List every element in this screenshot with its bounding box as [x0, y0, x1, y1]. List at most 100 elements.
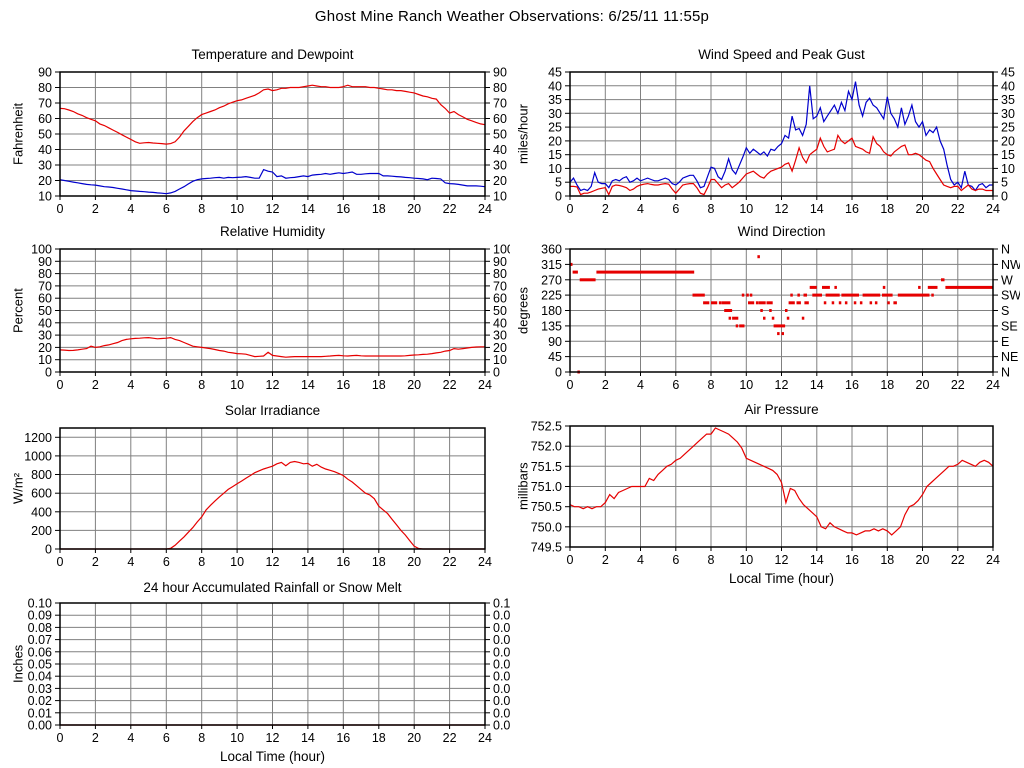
x-tick-label: 4	[637, 202, 644, 216]
x-tick-label: 22	[443, 202, 457, 216]
y-tick-label: 20	[38, 341, 52, 355]
wind-direction-mark	[838, 301, 842, 305]
x-tick-label: 8	[708, 378, 715, 392]
wind-direction-mark	[945, 285, 993, 289]
series	[59, 336, 485, 358]
x-tick-label: 10	[230, 378, 244, 392]
x-tick-label: 16	[336, 555, 350, 569]
wind-direction-mark	[739, 324, 745, 328]
x-tick-label: 20	[407, 731, 421, 745]
wind-direction-mark	[741, 293, 745, 297]
y-axis-label: Fahrenheit	[10, 102, 26, 166]
y-tick-label: 270	[541, 273, 562, 287]
compass-label: SW	[1001, 289, 1020, 303]
chart-title: Relative Humidity	[219, 224, 326, 239]
y-tick-label: 10	[548, 162, 562, 176]
y-tick-label: 752.5	[531, 420, 562, 434]
x-tick-label: 6	[672, 202, 679, 216]
y-tick-label: 60	[38, 112, 52, 126]
y-tick-label: 800	[31, 468, 52, 482]
wind-direction-mark	[918, 285, 921, 289]
wind-direction-mark	[812, 293, 822, 297]
y-tick-label-right: 20	[493, 174, 507, 188]
x-tick-label: 4	[127, 555, 134, 569]
y-tick-label-right: 10	[1001, 162, 1015, 176]
wind-direction-mark	[728, 316, 732, 320]
x-tick-label: 22	[951, 378, 965, 392]
y-tick-label: 0	[555, 190, 562, 204]
axes: 0.000.000.010.010.020.020.030.030.040.04…	[28, 597, 510, 746]
y-tick-label-right: 50	[493, 304, 507, 318]
wind-direction-mark	[796, 301, 801, 305]
wind-direction-mark	[788, 301, 795, 305]
x-tick-label: 18	[372, 731, 386, 745]
wind-direction-chart: 0 45 90 135 180 225 270 315 360 N NW W SW S SE E NE N 0 2 4 6…	[513, 222, 1021, 400]
y-tick-label: 0.10	[28, 597, 52, 611]
y-tick-label-right: 40	[1001, 79, 1015, 93]
wind-direction-mark	[931, 293, 934, 297]
y-tick-label: 70	[38, 279, 52, 293]
x-tick-label: 4	[127, 202, 134, 216]
y-tick-label-right: 60	[493, 112, 507, 126]
x-tick-label: 24	[986, 202, 1000, 216]
wind-direction-mark	[874, 301, 878, 305]
x-tick-label: 20	[407, 378, 421, 392]
wind-direction-mark	[570, 262, 573, 266]
wind-direction-mark	[882, 293, 893, 297]
y-tick-label-right: 15	[1001, 148, 1015, 162]
compass-label: SE	[1001, 319, 1018, 333]
y-tick-label-right: 50	[493, 128, 507, 142]
y-tick-label-right: 0	[493, 366, 500, 380]
x-tick-label: 20	[916, 202, 930, 216]
wind-direction-mark	[771, 316, 775, 320]
wind-direction-mark	[746, 293, 749, 297]
compass-label: W	[1001, 273, 1013, 287]
wind-direction-mark	[781, 332, 784, 336]
x-tick-label: 22	[443, 731, 457, 745]
x-tick-label: 2	[92, 731, 99, 745]
x-tick-label: 10	[230, 555, 244, 569]
x-tick-label: 6	[163, 731, 170, 745]
wind-direction-mark	[755, 301, 759, 305]
x-tick-label: 2	[602, 202, 609, 216]
y-tick-label-right: 45	[1001, 66, 1015, 80]
x-tick-label: 8	[198, 731, 205, 745]
y-axis-label: degrees	[515, 287, 531, 334]
x-tick-label: 0	[567, 202, 574, 216]
y-tick-label-right: 80	[493, 267, 507, 281]
x-tick-label: 4	[637, 553, 644, 567]
compass-label: S	[1001, 304, 1009, 318]
y-tick-label: 35	[548, 93, 562, 107]
wind-direction-mark	[773, 324, 786, 328]
wind-direction-mark	[927, 285, 938, 289]
x-tick-label: 24	[478, 202, 492, 216]
wind-direction-mark	[834, 285, 837, 289]
x-tick-label: 24	[478, 555, 492, 569]
x-tick-label: 0	[57, 555, 64, 569]
x-tick-label: 10	[739, 378, 753, 392]
y-tick-label-right: 0.00	[493, 719, 510, 733]
wind-direction-mark	[749, 293, 753, 297]
grid-lines	[59, 602, 486, 726]
wind-direction-mark	[732, 316, 739, 320]
y-tick-label: 5	[555, 176, 562, 190]
wind-speed-gust-chart: 0 0 5 5 10 10 15 15 20 20 25 25 30 30 35 35 40 40 45 45 0 2 4 6…	[513, 40, 1020, 220]
y-tick-label: 10	[38, 353, 52, 367]
y-tick-label: 70	[38, 97, 52, 111]
y-tick-label-right: 0.01	[493, 706, 510, 720]
y-tick-label-right: 100	[493, 243, 510, 257]
chart-title: Wind Speed and Peak Gust	[698, 47, 865, 62]
y-tick-label: 0.06	[28, 645, 52, 659]
x-tick-label: 0	[567, 378, 574, 392]
x-axis-label: Local Time (hour)	[219, 749, 326, 764]
x-tick-label: 12	[266, 378, 280, 392]
wind-direction-mark	[869, 301, 873, 305]
y-tick-label-right: 0.07	[493, 633, 510, 647]
series	[59, 84, 486, 195]
y-tick-label-right: 0.08	[493, 621, 510, 635]
y-tick-label: 0	[45, 366, 52, 380]
